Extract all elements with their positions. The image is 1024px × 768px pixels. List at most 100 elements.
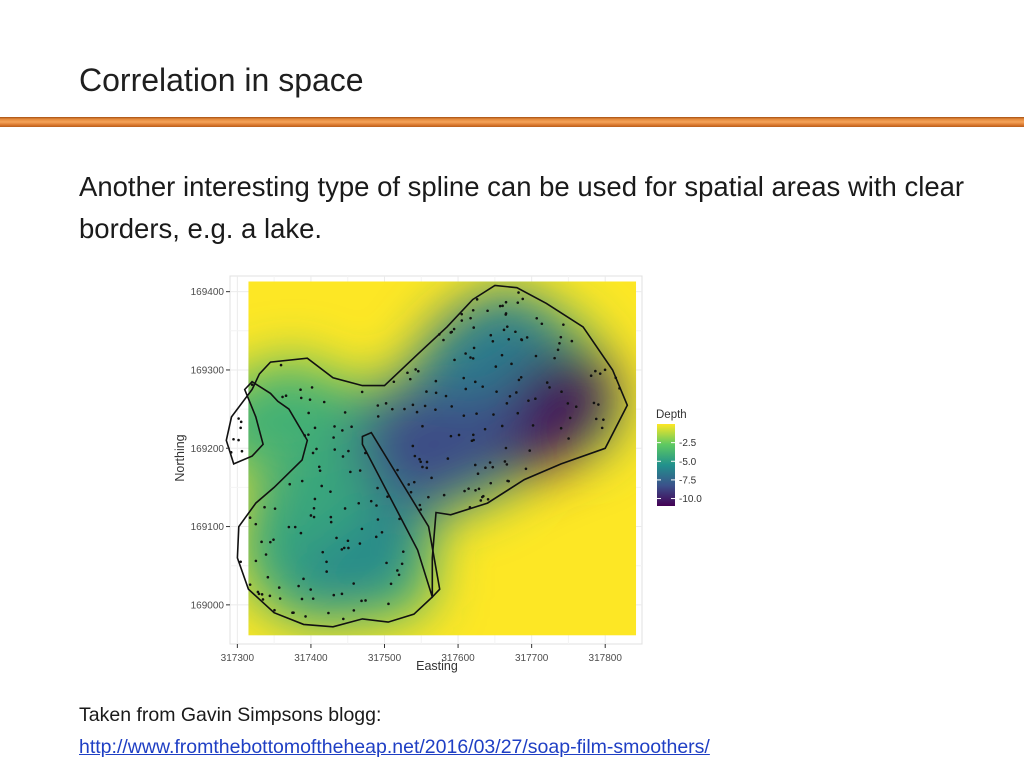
sample-point bbox=[570, 339, 574, 343]
sample-point bbox=[343, 411, 347, 414]
sample-point bbox=[534, 397, 537, 400]
sample-point bbox=[266, 575, 270, 579]
sample-point bbox=[472, 433, 475, 437]
sample-point bbox=[364, 599, 367, 602]
sample-point bbox=[516, 301, 520, 304]
sample-point bbox=[369, 499, 373, 503]
sample-point bbox=[598, 372, 602, 375]
sample-point bbox=[472, 438, 475, 442]
sample-point bbox=[307, 433, 310, 436]
legend-tick-label: -2.5 bbox=[679, 438, 697, 449]
sample-point bbox=[489, 481, 493, 485]
source-label: Taken from Gavin Simpsons blogg: bbox=[79, 704, 382, 726]
sample-point bbox=[358, 542, 362, 545]
sample-point bbox=[397, 573, 401, 577]
sample-point bbox=[389, 582, 393, 586]
sample-point bbox=[413, 454, 417, 458]
sample-point bbox=[492, 413, 495, 416]
sample-point bbox=[239, 426, 242, 430]
depth-blob bbox=[248, 449, 380, 557]
sample-point bbox=[421, 465, 424, 469]
sample-point bbox=[269, 540, 272, 544]
sample-point bbox=[450, 405, 454, 408]
sample-point bbox=[534, 354, 538, 358]
sample-point bbox=[287, 525, 291, 529]
sample-point bbox=[525, 336, 529, 339]
sample-point bbox=[248, 583, 252, 586]
sample-point bbox=[484, 466, 487, 470]
sample-point bbox=[256, 590, 260, 594]
sample-point bbox=[423, 404, 427, 408]
sample-point bbox=[303, 434, 306, 437]
sample-point bbox=[434, 379, 438, 383]
sample-point bbox=[398, 517, 401, 521]
sample-point bbox=[307, 411, 310, 415]
sample-point bbox=[293, 525, 297, 529]
sample-point bbox=[278, 597, 282, 600]
sample-point bbox=[425, 466, 429, 470]
sample-point bbox=[560, 390, 563, 394]
sample-point bbox=[300, 597, 304, 601]
title-divider bbox=[0, 117, 1024, 127]
sample-point bbox=[417, 369, 420, 373]
sample-point bbox=[360, 599, 363, 603]
x-tick-label: 317700 bbox=[515, 653, 549, 664]
sample-point bbox=[273, 608, 276, 612]
sample-point bbox=[329, 520, 333, 524]
y-tick-label: 169300 bbox=[191, 365, 225, 376]
island-boundary bbox=[361, 431, 441, 599]
sample-point bbox=[419, 508, 423, 511]
sample-point bbox=[239, 420, 243, 424]
sample-point bbox=[340, 592, 344, 596]
sample-point bbox=[421, 424, 424, 428]
sample-point bbox=[347, 546, 350, 550]
sample-point bbox=[311, 451, 315, 455]
sample-point bbox=[504, 312, 508, 315]
sample-point bbox=[321, 550, 325, 554]
sample-point bbox=[317, 465, 321, 469]
sample-point bbox=[566, 402, 570, 405]
sample-point bbox=[517, 378, 521, 382]
sample-point bbox=[444, 394, 448, 398]
legend-colorbar bbox=[657, 424, 675, 506]
sample-point bbox=[260, 593, 264, 596]
sample-point bbox=[322, 400, 326, 404]
sample-point bbox=[442, 338, 445, 342]
sample-point bbox=[411, 444, 415, 448]
sample-point bbox=[302, 577, 305, 581]
sample-point bbox=[504, 300, 508, 304]
sample-point bbox=[281, 395, 284, 399]
sample-point bbox=[603, 368, 607, 372]
sample-point bbox=[376, 486, 379, 490]
source-link[interactable]: http://www.fromthebottomoftheheap.net/20… bbox=[79, 736, 710, 758]
sample-point bbox=[392, 380, 396, 384]
sample-point bbox=[352, 582, 355, 585]
sample-point bbox=[505, 325, 509, 328]
sample-point bbox=[342, 617, 345, 621]
sample-point bbox=[446, 457, 450, 460]
sample-point bbox=[462, 414, 466, 417]
sample-point bbox=[239, 560, 242, 564]
sample-point bbox=[315, 447, 318, 451]
sample-point bbox=[477, 487, 481, 491]
sample-point bbox=[260, 540, 263, 544]
sample-point bbox=[309, 588, 312, 591]
sample-point bbox=[396, 569, 399, 572]
sample-point bbox=[386, 495, 389, 498]
sample-point bbox=[391, 407, 394, 411]
sample-point bbox=[327, 611, 330, 615]
sample-point bbox=[329, 490, 332, 493]
sample-point bbox=[531, 424, 535, 427]
sample-point bbox=[254, 559, 258, 563]
sample-point bbox=[376, 404, 380, 407]
sample-point bbox=[375, 504, 378, 507]
depth-surface bbox=[248, 281, 637, 636]
sample-point bbox=[430, 476, 433, 480]
sample-point bbox=[500, 424, 504, 428]
sample-point bbox=[614, 376, 618, 380]
sample-point bbox=[427, 495, 430, 499]
sample-point bbox=[297, 584, 300, 588]
sample-point bbox=[434, 408, 437, 411]
sample-point bbox=[464, 387, 468, 391]
sample-point bbox=[506, 479, 509, 483]
